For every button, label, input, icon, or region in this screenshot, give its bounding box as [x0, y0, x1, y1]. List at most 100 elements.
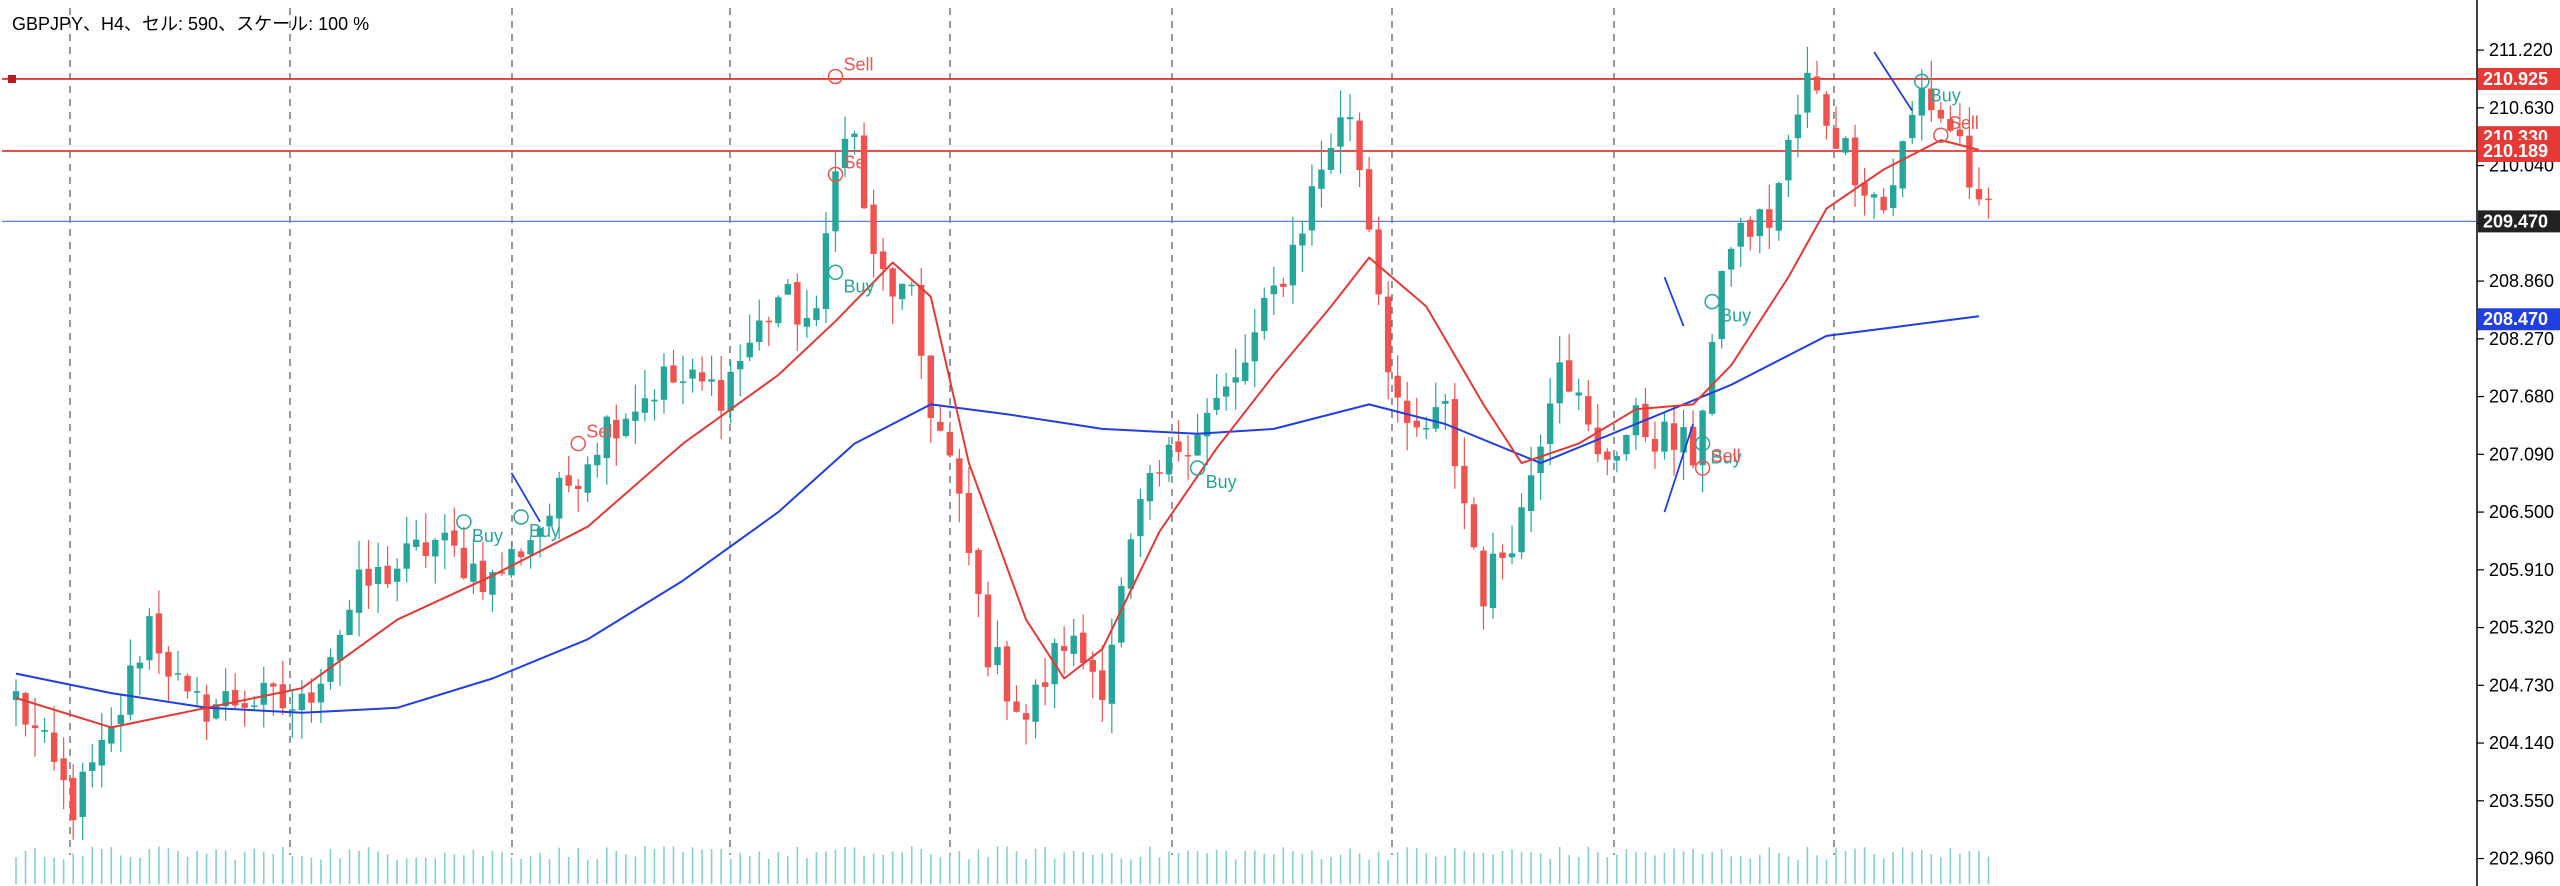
candle-body: [155, 613, 163, 654]
candle-body: [1118, 586, 1125, 643]
candle-body: [775, 297, 782, 324]
candle-body: [422, 542, 429, 557]
candle-body: [460, 547, 468, 579]
candle-body: [136, 662, 144, 669]
candle-body: [393, 568, 401, 582]
chart-header-title: GBPJPY、H4、セル: 590、スケール: 100 %: [12, 14, 369, 34]
candle-body: [298, 693, 306, 711]
signal-marker-sell: [570, 435, 586, 452]
candle-body: [946, 431, 954, 456]
candle-body: [1899, 141, 1906, 189]
candle-body: [146, 616, 153, 661]
candle-body: [565, 475, 572, 486]
pattern-stroke: [510, 472, 541, 523]
candle-body: [508, 548, 515, 576]
price-tick-label: 205.320: [2489, 618, 2554, 638]
candle-body: [470, 563, 477, 582]
candle-body: [670, 365, 677, 383]
candle-body: [1661, 421, 1668, 452]
pattern-stroke: [1663, 423, 1694, 513]
price-tick-label: 211.220: [2489, 40, 2553, 60]
candle-body: [327, 657, 334, 683]
candle-body: [1289, 244, 1297, 286]
price-tick-label: 202.960: [2489, 849, 2554, 869]
candle-body: [1327, 148, 1335, 170]
candle-body: [403, 543, 410, 569]
candle-body: [1470, 504, 1478, 548]
candle-body: [1928, 88, 1935, 111]
candle-body: [1737, 222, 1744, 247]
candle-body: [1670, 423, 1678, 450]
candle-body: [1699, 410, 1706, 466]
candle-body: [193, 691, 201, 693]
candle-body: [727, 371, 734, 411]
candle-body: [689, 369, 696, 379]
candle-body: [1651, 439, 1659, 452]
candle-body: [165, 651, 172, 677]
candle-body: [1956, 129, 1964, 137]
candle-body: [479, 560, 487, 593]
candle-body: [651, 399, 658, 402]
signal-label-buy: Buy: [1930, 85, 1961, 105]
candle-body: [1566, 360, 1573, 392]
price-tick-label: 208.270: [2489, 329, 2554, 349]
candle-body: [1632, 405, 1640, 436]
candle-body: [794, 282, 801, 325]
candle-body: [1537, 446, 1544, 473]
level-line-anchor-marker: [8, 74, 16, 83]
ma-fast-line: [15, 139, 1980, 729]
candle-body: [1251, 332, 1258, 362]
candle-body: [12, 691, 20, 701]
candle-body: [698, 372, 706, 382]
candle-body: [1909, 114, 1916, 139]
candle-body: [1556, 362, 1563, 404]
candle-body: [679, 381, 687, 384]
candle-body: [622, 418, 630, 437]
candle-body: [1842, 138, 1849, 153]
candle-body: [1766, 209, 1773, 228]
candle-body: [1527, 475, 1535, 511]
candle-body: [1423, 428, 1430, 430]
signal-label-sell: Sell: [1711, 446, 1741, 466]
candle-body: [1985, 198, 1992, 201]
signal-label-sell: Sell: [843, 55, 873, 75]
candle-body: [451, 530, 458, 546]
candle-body: [1375, 229, 1382, 295]
candle-body: [1356, 120, 1363, 171]
signal-marker-sell: [1694, 460, 1711, 476]
candle-body: [632, 411, 639, 421]
candle-body: [1718, 270, 1725, 340]
candle-body: [1108, 644, 1116, 704]
candle-body: [212, 704, 220, 719]
signal-marker-buy: [456, 514, 472, 530]
candle-body: [251, 705, 258, 707]
candle-body: [1794, 114, 1802, 139]
candle-body: [898, 283, 906, 300]
candle-body: [1585, 396, 1592, 425]
candle-body: [594, 454, 601, 466]
candle-body: [1518, 507, 1525, 553]
candle-body: [584, 464, 591, 493]
candle-body: [765, 320, 772, 323]
candle-body: [870, 204, 877, 254]
signal-label-sell: Sell: [586, 422, 616, 442]
candle-body: [384, 565, 391, 585]
candle-body: [1461, 465, 1468, 504]
signal-marker-buy: [1189, 460, 1206, 476]
candle-body: [708, 379, 715, 382]
candle-body: [851, 133, 858, 137]
candle-body: [956, 458, 963, 494]
signal-label-sell: Sell: [1949, 113, 1979, 133]
candle-body: [736, 360, 744, 370]
candle-body: [1880, 196, 1887, 211]
price-tag-box: [2478, 210, 2560, 233]
candle-body: [1823, 94, 1830, 126]
candle-body: [527, 540, 534, 555]
price-tag-label: 210.925: [2483, 69, 2548, 89]
candle-body: [31, 725, 39, 729]
candle-body: [1022, 713, 1030, 720]
candle-body: [1604, 451, 1611, 460]
candle-body: [1203, 412, 1211, 437]
